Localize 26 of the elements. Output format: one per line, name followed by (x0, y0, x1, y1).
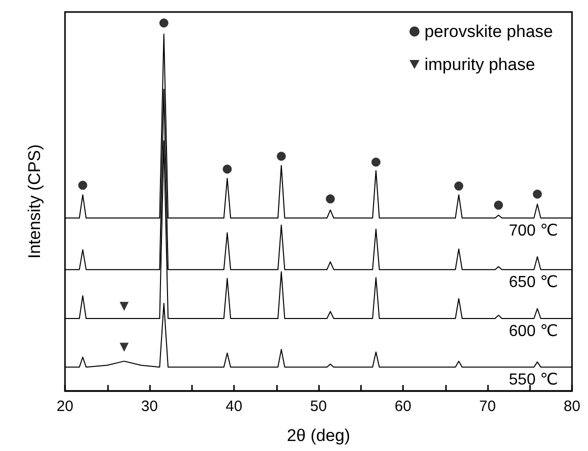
point (326, 194, 335, 204)
point (159, 18, 168, 28)
series-label: 600 ℃ (508, 323, 558, 340)
point (276, 152, 286, 161)
point (120, 342, 129, 352)
series-label: 700 ℃ (508, 222, 558, 240)
x-tick-label: 50 (310, 398, 327, 415)
x-tick-label: 30 (141, 398, 158, 415)
point (222, 164, 232, 174)
point (532, 190, 542, 199)
x-tick-label: 80 (564, 398, 580, 415)
x-tick-label: 20 (56, 398, 74, 415)
y-axis-title: Intensity (CPS) (25, 144, 44, 259)
point (454, 182, 464, 191)
legend-label: perovskite phase (424, 22, 554, 41)
x-tick-label: 40 (226, 398, 242, 415)
series-label: 650 ℃ (508, 274, 558, 292)
point (120, 302, 129, 311)
point (494, 200, 503, 210)
series-label: 550 ℃ (508, 372, 558, 389)
point (371, 158, 380, 167)
legend-label: impurity phase (424, 55, 536, 74)
x-tick-label: 70 (479, 398, 496, 415)
x-axis-title: 2θ (deg) (286, 426, 350, 445)
x-tick-label: 60 (394, 398, 412, 415)
point (78, 180, 88, 190)
